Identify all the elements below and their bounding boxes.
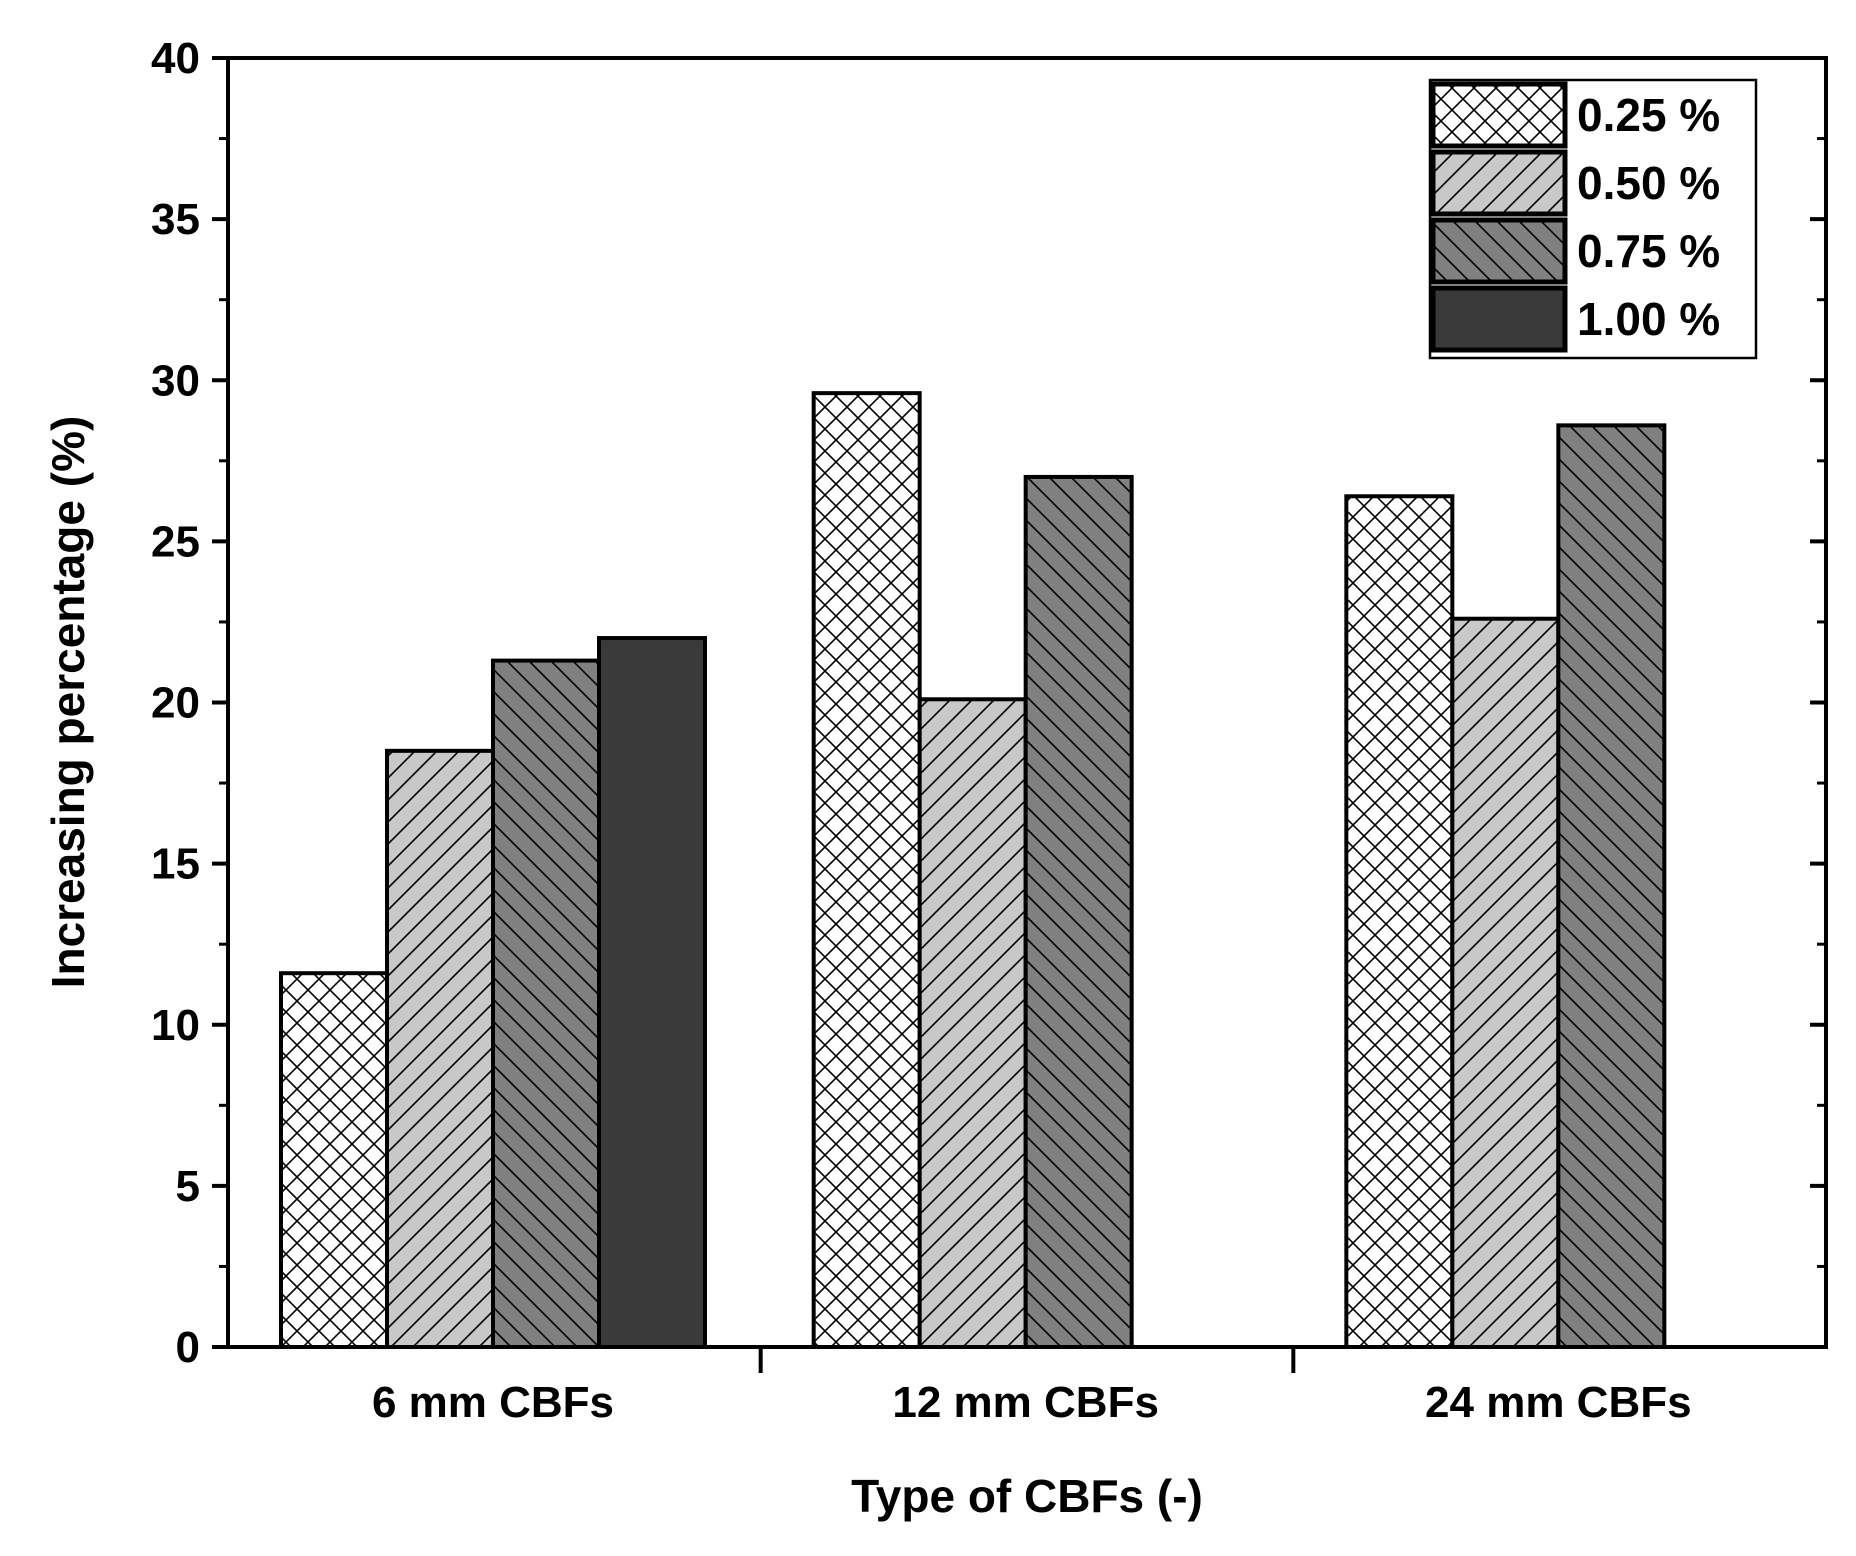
legend: 0.25 % 0.50 % 0.75 % 1.00 % — [1428, 78, 1758, 360]
x-tick-label: 12 mm CBFs — [892, 1378, 1159, 1427]
y-tick-label: 0 — [176, 1323, 200, 1372]
legend-label: 0.75 % — [1577, 225, 1720, 277]
bar-6-mm-cbfs-1-00 — [597, 636, 707, 1349]
bar-12-mm-cbfs-0-50 — [917, 697, 1028, 1349]
bar-6-mm-cbfs-0-50 — [385, 748, 495, 1349]
legend-label: 0.25 % — [1577, 89, 1720, 141]
legend-swatch-0-25 — [1430, 81, 1568, 149]
x-tick-label: 24 mm CBFs — [1425, 1378, 1692, 1427]
x-tick-label: 6 mm CBFs — [372, 1378, 614, 1427]
legend-swatch-1-00 — [1430, 285, 1568, 353]
legend-swatch-0-50 — [1430, 149, 1568, 217]
legend-label: 1.00 % — [1577, 293, 1720, 345]
bar-24-mm-cbfs-0-50 — [1450, 616, 1561, 1349]
bar-24-mm-cbfs-0-75 — [1556, 423, 1667, 1349]
legend-swatch-0-75 — [1430, 217, 1568, 285]
y-tick-label: 5 — [176, 1162, 200, 1211]
y-tick-label: 25 — [151, 517, 200, 566]
y-axis-title: Increasing percentage (%) — [42, 416, 94, 989]
y-tick-label: 35 — [151, 195, 200, 244]
y-axis: 0 5 10 15 20 25 30 35 40 — [151, 34, 1826, 1372]
bar-24-mm-cbfs-0-25 — [1344, 494, 1455, 1349]
y-tick-label: 15 — [151, 840, 200, 889]
x-axis: 6 mm CBFs 12 mm CBFs 24 mm CBFs — [372, 1347, 1692, 1427]
legend-label: 0.50 % — [1577, 157, 1720, 209]
y-tick-label: 30 — [151, 356, 200, 405]
y-tick-label: 40 — [151, 34, 200, 83]
x-axis-title: Type of CBFs (-) — [851, 1470, 1203, 1522]
bar-6-mm-cbfs-0-75 — [491, 658, 601, 1349]
bar-12-mm-cbfs-0-25 — [811, 391, 922, 1349]
y-tick-label: 20 — [151, 679, 200, 728]
y-tick-label: 10 — [151, 1001, 200, 1050]
bar-6-mm-cbfs-0-25 — [279, 971, 389, 1349]
bar-12-mm-cbfs-0-75 — [1023, 474, 1134, 1349]
